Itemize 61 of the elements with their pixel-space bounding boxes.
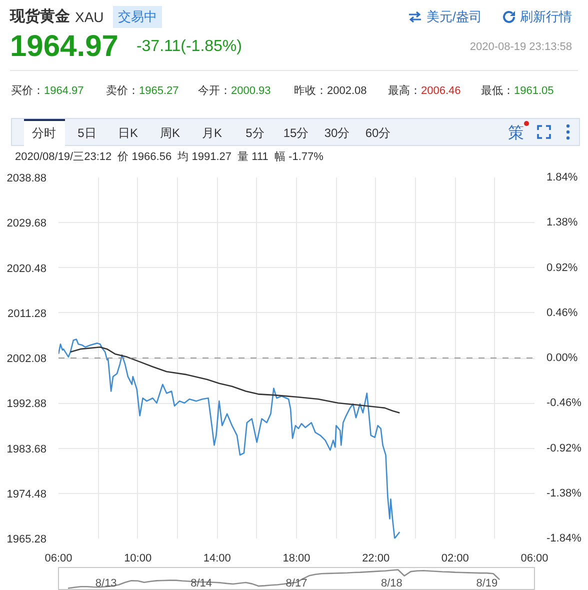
y2-tick-label: 0.92%: [546, 262, 578, 274]
y-tick-label: 2020.48: [6, 262, 47, 275]
chart-title: 现货黄金: [10, 7, 70, 28]
y-tick-label: 2029.68: [6, 218, 47, 230]
y-tick-label: 2011.28: [8, 308, 47, 320]
y2-tick-label: -0.92%: [546, 442, 582, 454]
text: 2020/08/19/三23:12 价 1966.56 均 1991.27 量 111 幅 -1.77%: [15, 150, 324, 165]
text: 5日: [76, 125, 98, 142]
y2-tick-label: -0.46%: [546, 397, 582, 410]
y-tick-label: 1965.28: [6, 534, 47, 546]
text: 刷新行情: [520, 8, 572, 26]
text: 15分: [282, 125, 310, 142]
text: 2006.46: [421, 85, 461, 97]
text: 卖价：: [106, 85, 139, 97]
text: 1964.97: [44, 85, 84, 97]
text: 2000.93: [231, 85, 271, 97]
x-tick-label: 22:00: [362, 552, 390, 564]
text: 1961.05: [514, 85, 554, 97]
text: 美元/盎司: [426, 8, 482, 26]
text: 周K: [158, 125, 181, 142]
line-series: [70, 346, 400, 414]
y2-tick-label: -1.38%: [546, 487, 582, 500]
x-tick-label: 8/19: [476, 578, 498, 590]
y2-tick-label: -1.84%: [546, 532, 582, 544]
text: 分时: [31, 125, 57, 142]
text: 最高：: [388, 85, 421, 97]
line-series: [58, 338, 400, 538]
text: 交易中: [112, 6, 162, 28]
text: 1964.97: [10, 28, 118, 65]
text: 30分: [323, 125, 351, 142]
x-tick-label: 18:00: [282, 552, 310, 564]
text: -37.11(-1.85%): [136, 36, 242, 57]
y2-tick-label: 0.46%: [546, 306, 578, 319]
y-tick-label: 2002.08: [6, 353, 47, 365]
y-tick-label: 1992.88: [6, 398, 47, 410]
text: 最低：: [481, 85, 514, 97]
text: XAU: [75, 8, 104, 27]
text: 今开：: [198, 85, 231, 97]
text: 月K: [200, 125, 223, 142]
y-tick-label: 1983.68: [6, 443, 47, 456]
text: 2002.08: [327, 85, 367, 97]
y-tick-label: 2038.88: [6, 172, 47, 184]
x-tick-label: 10:00: [124, 552, 152, 564]
x-tick-label: 8/13: [95, 578, 117, 590]
y-tick-label: 1974.48: [6, 488, 47, 500]
y2-tick-label: 0.00%: [546, 352, 578, 364]
x-tick-label: 14:00: [203, 552, 231, 564]
text: 昨收：: [294, 85, 327, 97]
text: 5分: [244, 125, 266, 142]
x-tick-label: 02:00: [441, 552, 469, 564]
text: 2020-08-19 23:13:58: [470, 40, 572, 55]
text: 1965.27: [139, 85, 179, 97]
x-tick-label: 8/18: [380, 578, 402, 590]
x-tick-label: 06:00: [44, 552, 72, 564]
y2-tick-label: 1.38%: [546, 216, 578, 229]
text: 策: [507, 124, 525, 144]
text: 60分: [364, 125, 392, 142]
y2-tick-label: 1.84%: [546, 172, 578, 184]
text: 日K: [116, 125, 139, 142]
text: 买价：: [11, 85, 44, 97]
x-tick-label: 06:00: [520, 552, 548, 564]
